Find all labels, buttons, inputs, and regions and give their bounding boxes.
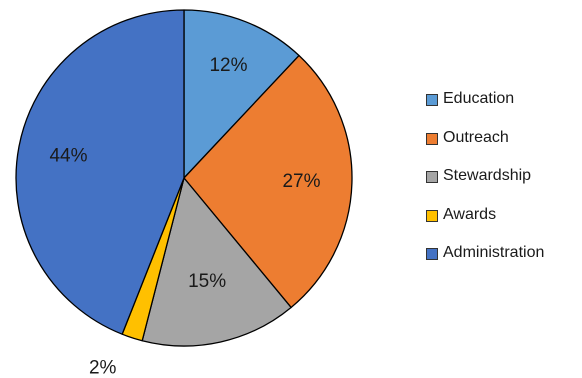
data-label-outreach: 27% — [282, 171, 320, 192]
legend-label-administration: Administration — [443, 244, 545, 261]
pie-slice-administration — [15, 9, 185, 335]
legend-item-awards: Awards — [426, 205, 582, 244]
legend-swatch-outreach — [426, 132, 438, 145]
legend-swatch-education — [426, 94, 438, 106]
legend-label-education: Education — [443, 90, 515, 107]
chart-legend: Education Outreach Stewardship Awards Ad… — [426, 89, 582, 282]
data-label-awards: 2% — [89, 358, 117, 378]
legend-item-outreach: Outreach — [426, 128, 582, 167]
legend-label-stewardship: Stewardship — [443, 167, 532, 184]
legend-swatch-awards — [426, 209, 438, 222]
data-label-stewardship: 15% — [188, 271, 226, 292]
legend-item-stewardship: Stewardship — [426, 166, 582, 205]
legend-swatch-administration — [426, 248, 438, 260]
legend-item-administration: Administration — [426, 243, 582, 282]
legend-swatch-stewardship — [426, 171, 438, 183]
data-label-education: 12% — [209, 55, 247, 76]
pie-slice-outreach — [183, 54, 353, 309]
data-label-administration: 44% — [49, 146, 87, 167]
legend-item-education: Education — [426, 89, 582, 128]
pie-slice-education — [183, 9, 300, 179]
pie-slice-stewardship — [141, 177, 292, 347]
legend-label-outreach: Outreach — [443, 128, 509, 146]
legend-label-awards: Awards — [443, 205, 497, 223]
